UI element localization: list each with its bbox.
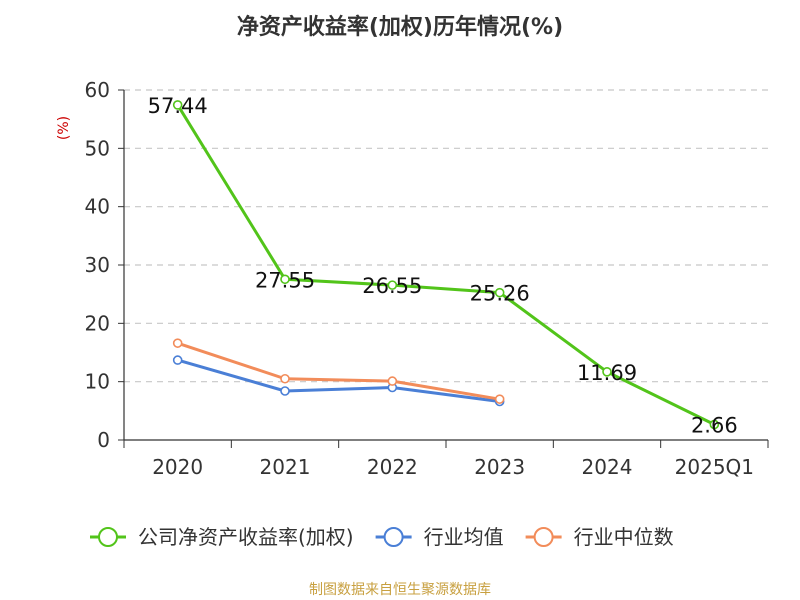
legend-item[interactable]: 行业中位数 xyxy=(525,525,674,549)
data-point[interactable] xyxy=(280,373,290,384)
data-label: 26.55 xyxy=(362,274,422,298)
y-tick-label: 30 xyxy=(85,253,110,277)
series-0 xyxy=(172,100,720,430)
y-tick-label: 50 xyxy=(85,136,110,160)
data-point[interactable] xyxy=(387,376,398,386)
series-line xyxy=(177,358,500,403)
legend-label: 行业中位数 xyxy=(574,525,674,549)
y-tick-label: 60 xyxy=(85,78,110,102)
x-tick-label: 2021 xyxy=(260,455,311,479)
legend-marker xyxy=(98,527,118,547)
y-axis-label: (%) xyxy=(56,116,72,140)
chart-title: 净资产收益率(加权)历年情况(%) xyxy=(237,14,563,40)
data-point[interactable] xyxy=(172,100,183,110)
legend-item[interactable]: 公司净资产收益率(加权) xyxy=(90,525,354,549)
y-tick-label: 40 xyxy=(85,195,110,219)
axes: 0 10 20 30 40 50 60 2020 2021 2022 2023 2024 2025Q1 xyxy=(85,78,769,479)
data-label: 57.44 xyxy=(148,94,208,118)
data-label: 27.55 xyxy=(255,268,315,292)
series-line xyxy=(176,104,715,426)
x-tick-label: 2024 xyxy=(582,455,633,479)
series-line xyxy=(177,341,500,401)
legend-label: 公司净资产收益率(加权) xyxy=(138,525,354,549)
data-labels: 57.44 27.55 26.55 25.26 11.69 2.66 xyxy=(148,94,738,438)
legend-marker xyxy=(533,527,554,547)
y-tick-label: 10 xyxy=(85,370,110,394)
x-tick-label: 2022 xyxy=(367,455,418,479)
data-point[interactable] xyxy=(280,274,290,285)
gridlines xyxy=(124,89,768,383)
y-tick-label: 20 xyxy=(85,311,110,335)
data-point[interactable] xyxy=(494,287,505,298)
x-tick-label: 2023 xyxy=(474,455,525,479)
legend-item[interactable]: 行业均值 xyxy=(375,525,504,549)
data-label: 11.69 xyxy=(577,361,637,385)
data-label: 25.26 xyxy=(470,282,530,306)
data-point[interactable] xyxy=(387,280,398,290)
x-tick-label: 2020 xyxy=(152,455,203,479)
legend-marker xyxy=(383,527,404,547)
legend[interactable]: 公司净资产收益率(加权) 行业均值 行业中位数 xyxy=(90,525,674,549)
data-point[interactable] xyxy=(280,386,290,396)
series-2 xyxy=(172,338,505,404)
data-point[interactable] xyxy=(602,367,612,377)
x-tick-label: 2025Q1 xyxy=(675,455,754,479)
source-note: 制图数据来自恒生聚源数据库 xyxy=(309,582,491,598)
y-tick-label: 0 xyxy=(97,428,110,452)
series-layer xyxy=(172,100,720,430)
data-point[interactable] xyxy=(172,355,183,365)
data-point[interactable] xyxy=(709,419,720,430)
data-point[interactable] xyxy=(494,394,505,404)
data-point[interactable] xyxy=(172,338,183,348)
data-label: 2.66 xyxy=(691,413,738,437)
legend-label: 行业均值 xyxy=(424,525,504,549)
